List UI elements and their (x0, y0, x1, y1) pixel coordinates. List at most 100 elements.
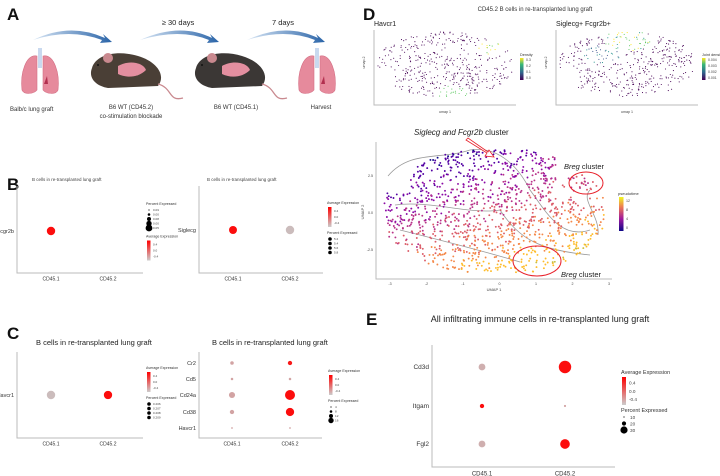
umap-point (474, 240, 477, 242)
harvested-lung-icon (298, 48, 336, 94)
umap-point (669, 73, 671, 76)
umap-point (588, 48, 590, 50)
umap-point (412, 215, 415, 217)
umap-point (616, 77, 618, 79)
umap-point (497, 161, 500, 164)
umap-point (537, 191, 540, 194)
x-tick-label: -2 (425, 282, 428, 286)
umap-point (436, 156, 439, 159)
pct-legend-title: Percent Expressed (146, 202, 176, 206)
umap-point (610, 81, 612, 84)
umap-point (488, 235, 491, 238)
gene-tick-label: Cd38 (183, 410, 196, 416)
umap-point (487, 247, 490, 250)
umap-point (598, 36, 600, 38)
umap-point (413, 173, 415, 176)
umap-point (606, 54, 608, 56)
umap-point (400, 202, 403, 205)
umap-point (509, 177, 512, 180)
umap-point (583, 177, 586, 180)
umap-point (524, 269, 527, 272)
umap-point (416, 184, 419, 187)
umap-point (416, 201, 419, 204)
umap-point (411, 232, 414, 234)
gene-tick-label: Cd3d (413, 364, 429, 371)
umap-point (530, 220, 533, 222)
umap-point (486, 52, 488, 54)
umap-point (542, 178, 545, 180)
gene-tick-label: Siglecg (178, 228, 196, 234)
umap-point (618, 57, 620, 59)
expression-dot (287, 360, 293, 366)
x-tick-label: 2 (572, 282, 574, 286)
umap-point (494, 149, 497, 152)
umap-point (444, 189, 446, 192)
umap-point (572, 237, 575, 240)
umap-point (467, 180, 470, 183)
umap-point (601, 227, 604, 230)
umap-point (465, 238, 468, 241)
umap-point (425, 187, 428, 190)
umap-point (487, 59, 489, 61)
umap-point (515, 193, 518, 196)
umap-point (534, 250, 537, 253)
umap-point (417, 47, 419, 50)
umap-point (395, 193, 398, 196)
umap-point (426, 167, 429, 170)
umap-point (654, 64, 656, 66)
umap-point (646, 73, 648, 75)
axis-lines (555, 30, 698, 106)
umap-point (511, 71, 513, 73)
umap-point (495, 211, 498, 214)
umap-point (656, 63, 658, 65)
umap-point (462, 236, 465, 239)
umap-point (505, 252, 508, 254)
pct-legend-title: Percent Expressed (621, 408, 667, 414)
umap-point (666, 48, 668, 50)
umap-point (672, 74, 674, 76)
umap-point (389, 50, 391, 52)
umap-point (473, 234, 476, 237)
umap-point (526, 191, 529, 194)
breg-cluster-ellipse (568, 171, 604, 195)
umap-point (463, 215, 465, 218)
umap-point (394, 76, 397, 78)
pseudotime-legend-title: pseudotime (618, 191, 639, 196)
umap-point (561, 54, 563, 56)
umap-point (552, 264, 555, 267)
umap-point (405, 207, 408, 210)
umap-point (563, 209, 566, 212)
umap-point (607, 37, 609, 39)
umap-point (498, 205, 501, 208)
umap-point (469, 39, 471, 41)
umap-point (408, 209, 411, 212)
umap-point (503, 183, 506, 186)
pct-legend-label: 0.05 (153, 226, 159, 230)
umap-point (461, 39, 463, 41)
avg-legend-label: 0.0 (153, 380, 158, 384)
umap-point (487, 262, 490, 265)
umap-point (499, 193, 502, 196)
umap-point (531, 224, 534, 227)
umap-point (414, 51, 416, 53)
umap-point (619, 81, 621, 83)
density-legend-label: 0.1 (526, 70, 531, 74)
umap-point (456, 161, 459, 163)
umap-point (390, 59, 392, 61)
umap-point (592, 211, 595, 214)
umap-point (584, 83, 586, 85)
umap-point (567, 56, 569, 58)
umap-point (518, 217, 521, 220)
expression-dot (230, 377, 234, 381)
umap-point (497, 237, 500, 240)
umap-point (504, 61, 506, 63)
group-tick-label: CD45.1 (43, 277, 60, 283)
umap-point (468, 210, 470, 213)
umap-point (515, 218, 518, 221)
umap-point (532, 170, 535, 172)
umap-point (503, 198, 506, 201)
umap-point (553, 211, 556, 214)
umap-point (662, 60, 664, 62)
umap-point (531, 270, 534, 273)
